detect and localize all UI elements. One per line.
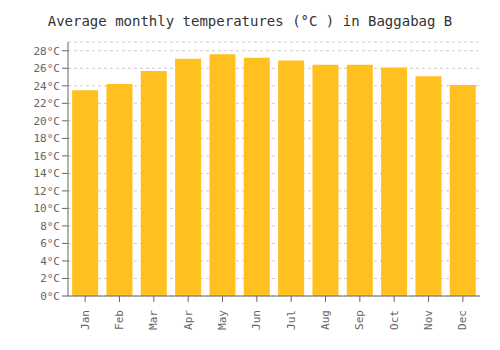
svg-text:6°C: 6°C	[40, 237, 60, 250]
svg-text:16°C: 16°C	[34, 150, 61, 163]
svg-text:Nov: Nov	[422, 310, 435, 330]
svg-text:20°C: 20°C	[34, 115, 61, 128]
svg-text:10°C: 10°C	[34, 202, 61, 215]
svg-text:Jul: Jul	[285, 310, 298, 330]
svg-text:Feb: Feb	[113, 310, 126, 330]
svg-text:2°C: 2°C	[40, 272, 60, 285]
svg-text:24°C: 24°C	[34, 80, 61, 93]
svg-text:Jan: Jan	[79, 310, 92, 330]
svg-text:28°C: 28°C	[34, 45, 61, 58]
html-text:Average monthly temperatures (: Average monthly temperatures (°C ) in Ba…	[47, 13, 453, 29]
svg-text:Dec: Dec	[456, 310, 469, 330]
svg-text:Mar: Mar	[147, 310, 160, 330]
svg-text:8°C: 8°C	[40, 220, 60, 233]
svg-text:Oct: Oct	[388, 310, 401, 330]
svg-text:14°C: 14°C	[34, 167, 61, 180]
svg-text:26°C: 26°C	[34, 62, 61, 75]
svg-text:22°C: 22°C	[34, 97, 61, 110]
svg-text:12°C: 12°C	[34, 185, 61, 198]
svg-text:May: May	[216, 310, 229, 330]
svg-text:Jun: Jun	[250, 310, 263, 330]
svg-text:0°C: 0°C	[40, 290, 60, 303]
svg-text:18°C: 18°C	[34, 132, 61, 145]
svg-text:4°C: 4°C	[40, 255, 60, 268]
svg-text:Sep: Sep	[353, 310, 366, 330]
svg-text:Apr: Apr	[182, 310, 195, 330]
svg-text:Aug: Aug	[319, 310, 332, 330]
